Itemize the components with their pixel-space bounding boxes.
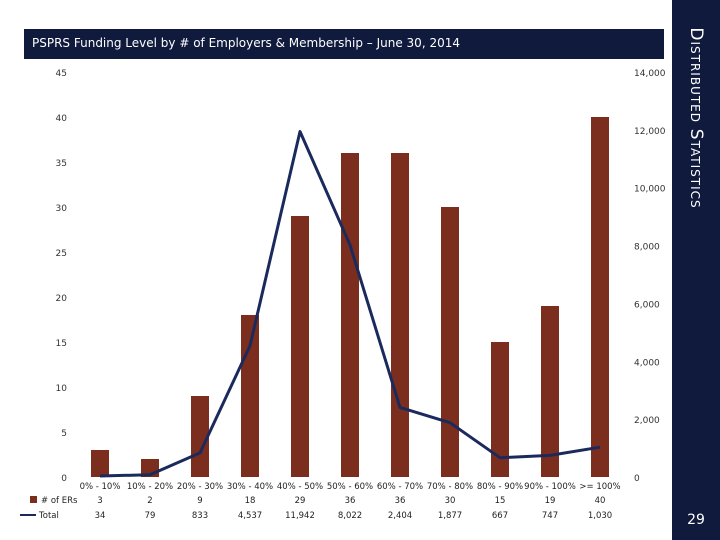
y-left-tick-label: 45	[56, 69, 67, 79]
data-label-total: 4,537	[238, 511, 262, 521]
bar	[391, 153, 409, 477]
y-right-tick-label: 0	[634, 474, 640, 484]
page-number: 29	[687, 512, 705, 528]
y-right-tick-label: 14,000	[634, 69, 666, 79]
y-left-tick-label: 35	[56, 159, 67, 169]
data-label-total: 34	[95, 511, 106, 521]
y-left-tick-label: 5	[61, 429, 67, 439]
series-line-total	[99, 130, 601, 478]
x-tick-label: 10% - 20%	[127, 482, 173, 492]
data-label-ers: 36	[345, 496, 356, 506]
x-tick-label: 40% - 50%	[277, 482, 323, 492]
data-label-ers: 3	[97, 496, 102, 506]
y-left-tick-label: 25	[56, 249, 67, 259]
bar	[291, 216, 309, 477]
bar	[491, 342, 509, 477]
data-label-total: 747	[542, 511, 558, 521]
data-label-ers: 40	[595, 496, 606, 506]
y-right-tick-label: 4,000	[634, 358, 660, 368]
bar	[341, 153, 359, 477]
bar	[541, 306, 559, 477]
data-label-ers: 18	[245, 496, 256, 506]
y-left-tick-label: 10	[56, 384, 68, 394]
bar	[91, 450, 109, 477]
legend-label-total: Total	[38, 511, 59, 521]
x-tick-label: 80% - 90%	[477, 482, 523, 492]
data-label-total: 833	[192, 511, 208, 521]
bar	[591, 117, 609, 477]
data-label-ers: 19	[545, 496, 556, 506]
y-right-tick-label: 12,000	[634, 127, 666, 137]
data-label-total: 667	[492, 511, 508, 521]
data-label-total: 1,877	[438, 511, 462, 521]
x-tick-label: 50% - 60%	[327, 482, 373, 492]
data-label-total: 1,030	[588, 511, 612, 521]
y-left-tick-label: 20	[56, 294, 68, 304]
title-banner: PSPRS Funding Level by # of Employers & …	[24, 29, 664, 59]
y-left-tick-label: 15	[56, 339, 67, 349]
y-left-tick-label: 0	[61, 474, 67, 484]
data-label-ers: 2	[147, 496, 152, 506]
legend-key-bar	[30, 496, 37, 503]
y-right-tick-label: 6,000	[634, 300, 660, 310]
data-label-total: 2,404	[388, 511, 412, 521]
y-right-tick-label: 8,000	[634, 243, 660, 253]
data-label-total: 8,022	[338, 511, 362, 521]
y-left-tick-label: 40	[56, 114, 68, 124]
data-label-total: 11,942	[285, 511, 315, 521]
data-label-ers: 36	[395, 496, 406, 506]
side-strip	[672, 0, 720, 540]
x-tick-label: 0% - 10%	[80, 482, 121, 492]
bar	[191, 396, 209, 477]
x-tick-label: 90% - 100%	[524, 482, 576, 492]
bar	[441, 207, 459, 477]
legend-label-ers: # of ERs	[41, 496, 78, 506]
chart-title: PSPRS Funding Level by # of Employers & …	[32, 36, 460, 50]
x-tick-label: 30% - 40%	[227, 482, 273, 492]
x-tick-label: 60% - 70%	[377, 482, 423, 492]
data-label-total: 79	[145, 511, 156, 521]
x-tick-label: 20% - 30%	[177, 482, 223, 492]
data-label-ers: 29	[295, 496, 306, 506]
x-tick-label: 70% - 80%	[427, 482, 473, 492]
data-label-ers: 30	[445, 496, 456, 506]
y-left-tick-label: 30	[56, 204, 68, 214]
y-right-tick-label: 2,000	[634, 416, 660, 426]
y-right-tick-label: 10,000	[634, 185, 666, 195]
x-tick-label: >= 100%	[579, 482, 620, 492]
data-label-ers: 9	[197, 496, 202, 506]
data-label-ers: 15	[495, 496, 506, 506]
